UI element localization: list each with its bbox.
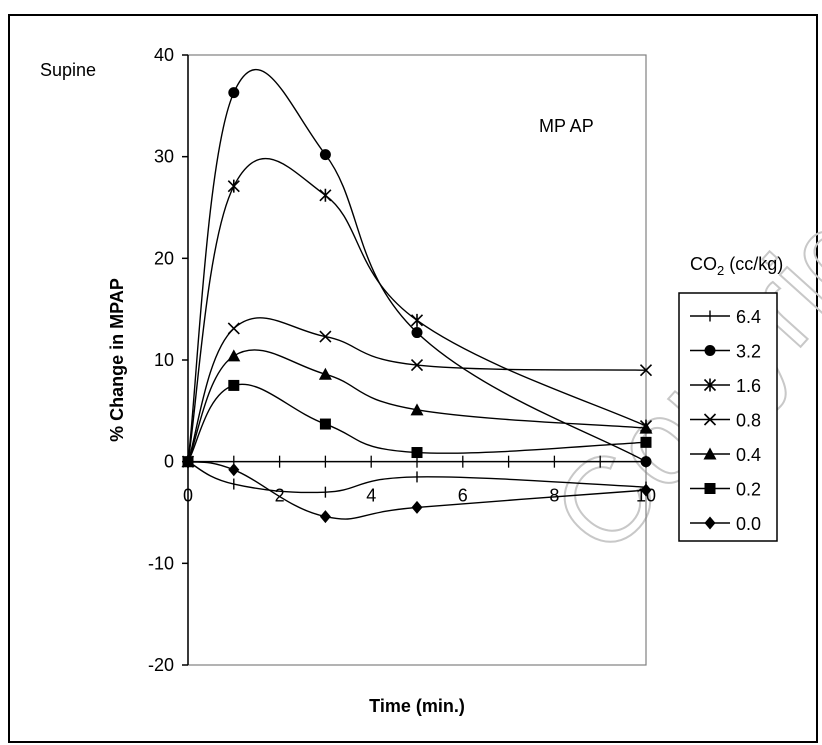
legend-label: 0.8 xyxy=(736,411,761,431)
series-line xyxy=(187,349,647,462)
data-point xyxy=(319,188,332,202)
series-0-0 xyxy=(182,455,652,524)
series-line xyxy=(187,317,647,462)
legend-item: 6.4 xyxy=(690,307,761,327)
chart-annotation: MP AP xyxy=(539,116,594,136)
legend-title-rest: (cc/kg) xyxy=(724,254,783,274)
y-axis-label: % Change in MPAP xyxy=(107,278,127,442)
legend-marker xyxy=(704,516,716,530)
x-tick-label: 4 xyxy=(366,486,376,506)
data-point xyxy=(319,418,331,430)
legend-title: CO2 (cc/kg) xyxy=(690,254,783,278)
series-layer xyxy=(181,68,653,524)
legend-marker xyxy=(703,447,717,460)
y-tick-label: 40 xyxy=(154,45,174,65)
legend-item: 0.4 xyxy=(690,445,761,465)
legend-label: 0.2 xyxy=(736,480,761,500)
legend-items: 6.4 3.2 1.6 0.8 0.4 0.2 0.0 xyxy=(690,307,761,534)
data-point xyxy=(411,447,423,459)
x-tick-label: 6 xyxy=(458,486,468,506)
x-tick-label: 0 xyxy=(183,486,193,506)
series-1-6 xyxy=(181,157,653,469)
data-point xyxy=(182,455,194,469)
axes: -20-100102030400246810 xyxy=(148,45,656,675)
legend-label: 0.0 xyxy=(736,514,761,534)
data-point xyxy=(228,379,240,391)
legend-item: 3.2 xyxy=(690,342,761,362)
legend-label: 1.6 xyxy=(736,376,761,396)
data-point xyxy=(639,421,653,434)
legend-item: 0.2 xyxy=(690,480,761,500)
data-point xyxy=(227,179,240,193)
data-point xyxy=(410,403,424,416)
series-line xyxy=(187,383,647,463)
legend-item: 0.0 xyxy=(690,514,761,534)
data-point xyxy=(411,327,423,339)
legend-marker xyxy=(703,413,717,426)
x-tick-label: 2 xyxy=(275,486,285,506)
y-tick-label: 0 xyxy=(164,452,174,472)
data-point xyxy=(410,359,424,372)
series-line xyxy=(187,68,647,463)
y-tick-label: -20 xyxy=(148,655,174,675)
data-point xyxy=(228,87,240,99)
legend-box xyxy=(678,292,778,542)
legend-label: 6.4 xyxy=(736,307,761,327)
data-point xyxy=(640,483,652,497)
y-tick-label: 20 xyxy=(154,248,174,268)
data-point xyxy=(227,322,240,335)
data-point xyxy=(640,436,652,448)
data-point xyxy=(640,456,652,468)
series-line xyxy=(187,157,647,462)
y-tick-label: 30 xyxy=(154,147,174,167)
x-axis-label: Time (min.) xyxy=(369,696,465,716)
y-tick-label: 10 xyxy=(154,350,174,370)
panel-label: Supine xyxy=(40,60,96,80)
data-point xyxy=(227,349,241,362)
plot-area xyxy=(187,54,647,666)
data-point xyxy=(411,500,423,514)
x-tick-label: 8 xyxy=(549,486,559,506)
legend-title-sub: 2 xyxy=(717,263,724,278)
legend-marker xyxy=(704,345,716,356)
legend-marker xyxy=(703,378,717,392)
legend-label: 0.4 xyxy=(736,445,761,465)
data-point xyxy=(639,364,653,377)
copyright-watermark: Copyright HMP xyxy=(527,0,822,579)
data-point xyxy=(319,510,331,524)
legend-item: 0.8 xyxy=(690,411,761,431)
legend-title-main: CO xyxy=(690,254,717,274)
data-point xyxy=(410,313,424,327)
data-point xyxy=(319,149,331,161)
series-line xyxy=(187,461,647,494)
legend-item: 1.6 xyxy=(690,376,761,396)
y-tick-label: -10 xyxy=(148,553,174,573)
legend-marker xyxy=(704,483,716,494)
data-point xyxy=(228,463,240,477)
data-point xyxy=(319,330,332,343)
legend-label: 3.2 xyxy=(736,342,761,362)
data-point xyxy=(318,367,332,380)
